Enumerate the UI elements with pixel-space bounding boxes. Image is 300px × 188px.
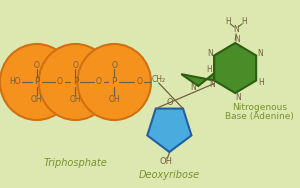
Text: OH: OH	[108, 95, 120, 104]
Text: H: H	[241, 17, 247, 27]
Text: H: H	[226, 17, 231, 27]
Circle shape	[0, 44, 74, 120]
Text: O: O	[166, 98, 173, 107]
Text: Triphosphate: Triphosphate	[44, 158, 107, 168]
Text: P: P	[73, 77, 78, 86]
Text: Deoxyribose: Deoxyribose	[139, 170, 200, 180]
Text: OH: OH	[31, 95, 43, 104]
Text: P: P	[112, 77, 117, 86]
Text: O: O	[136, 77, 142, 86]
Text: N: N	[190, 83, 196, 92]
Text: O: O	[73, 61, 78, 70]
Text: Nitrogenous: Nitrogenous	[232, 104, 287, 112]
Text: Base (Adenine): Base (Adenine)	[225, 112, 294, 121]
Text: H: H	[206, 65, 211, 74]
Text: P: P	[34, 77, 40, 86]
Text: N: N	[234, 36, 240, 45]
Text: H: H	[258, 78, 264, 87]
Text: OH: OH	[159, 158, 172, 167]
Text: N: N	[208, 49, 213, 58]
Text: N: N	[209, 80, 215, 89]
Circle shape	[77, 44, 151, 120]
Text: OH: OH	[70, 95, 81, 104]
Text: O: O	[111, 61, 117, 70]
Text: N: N	[257, 49, 263, 58]
Text: CH₂: CH₂	[152, 76, 166, 84]
Polygon shape	[214, 43, 256, 93]
Text: O: O	[57, 77, 63, 86]
Polygon shape	[147, 109, 191, 152]
Circle shape	[39, 44, 112, 120]
Text: N: N	[235, 92, 241, 102]
Text: N: N	[233, 26, 239, 35]
Text: O: O	[96, 77, 102, 86]
Text: HO: HO	[10, 77, 21, 86]
Text: O: O	[34, 61, 40, 70]
Polygon shape	[181, 55, 214, 86]
